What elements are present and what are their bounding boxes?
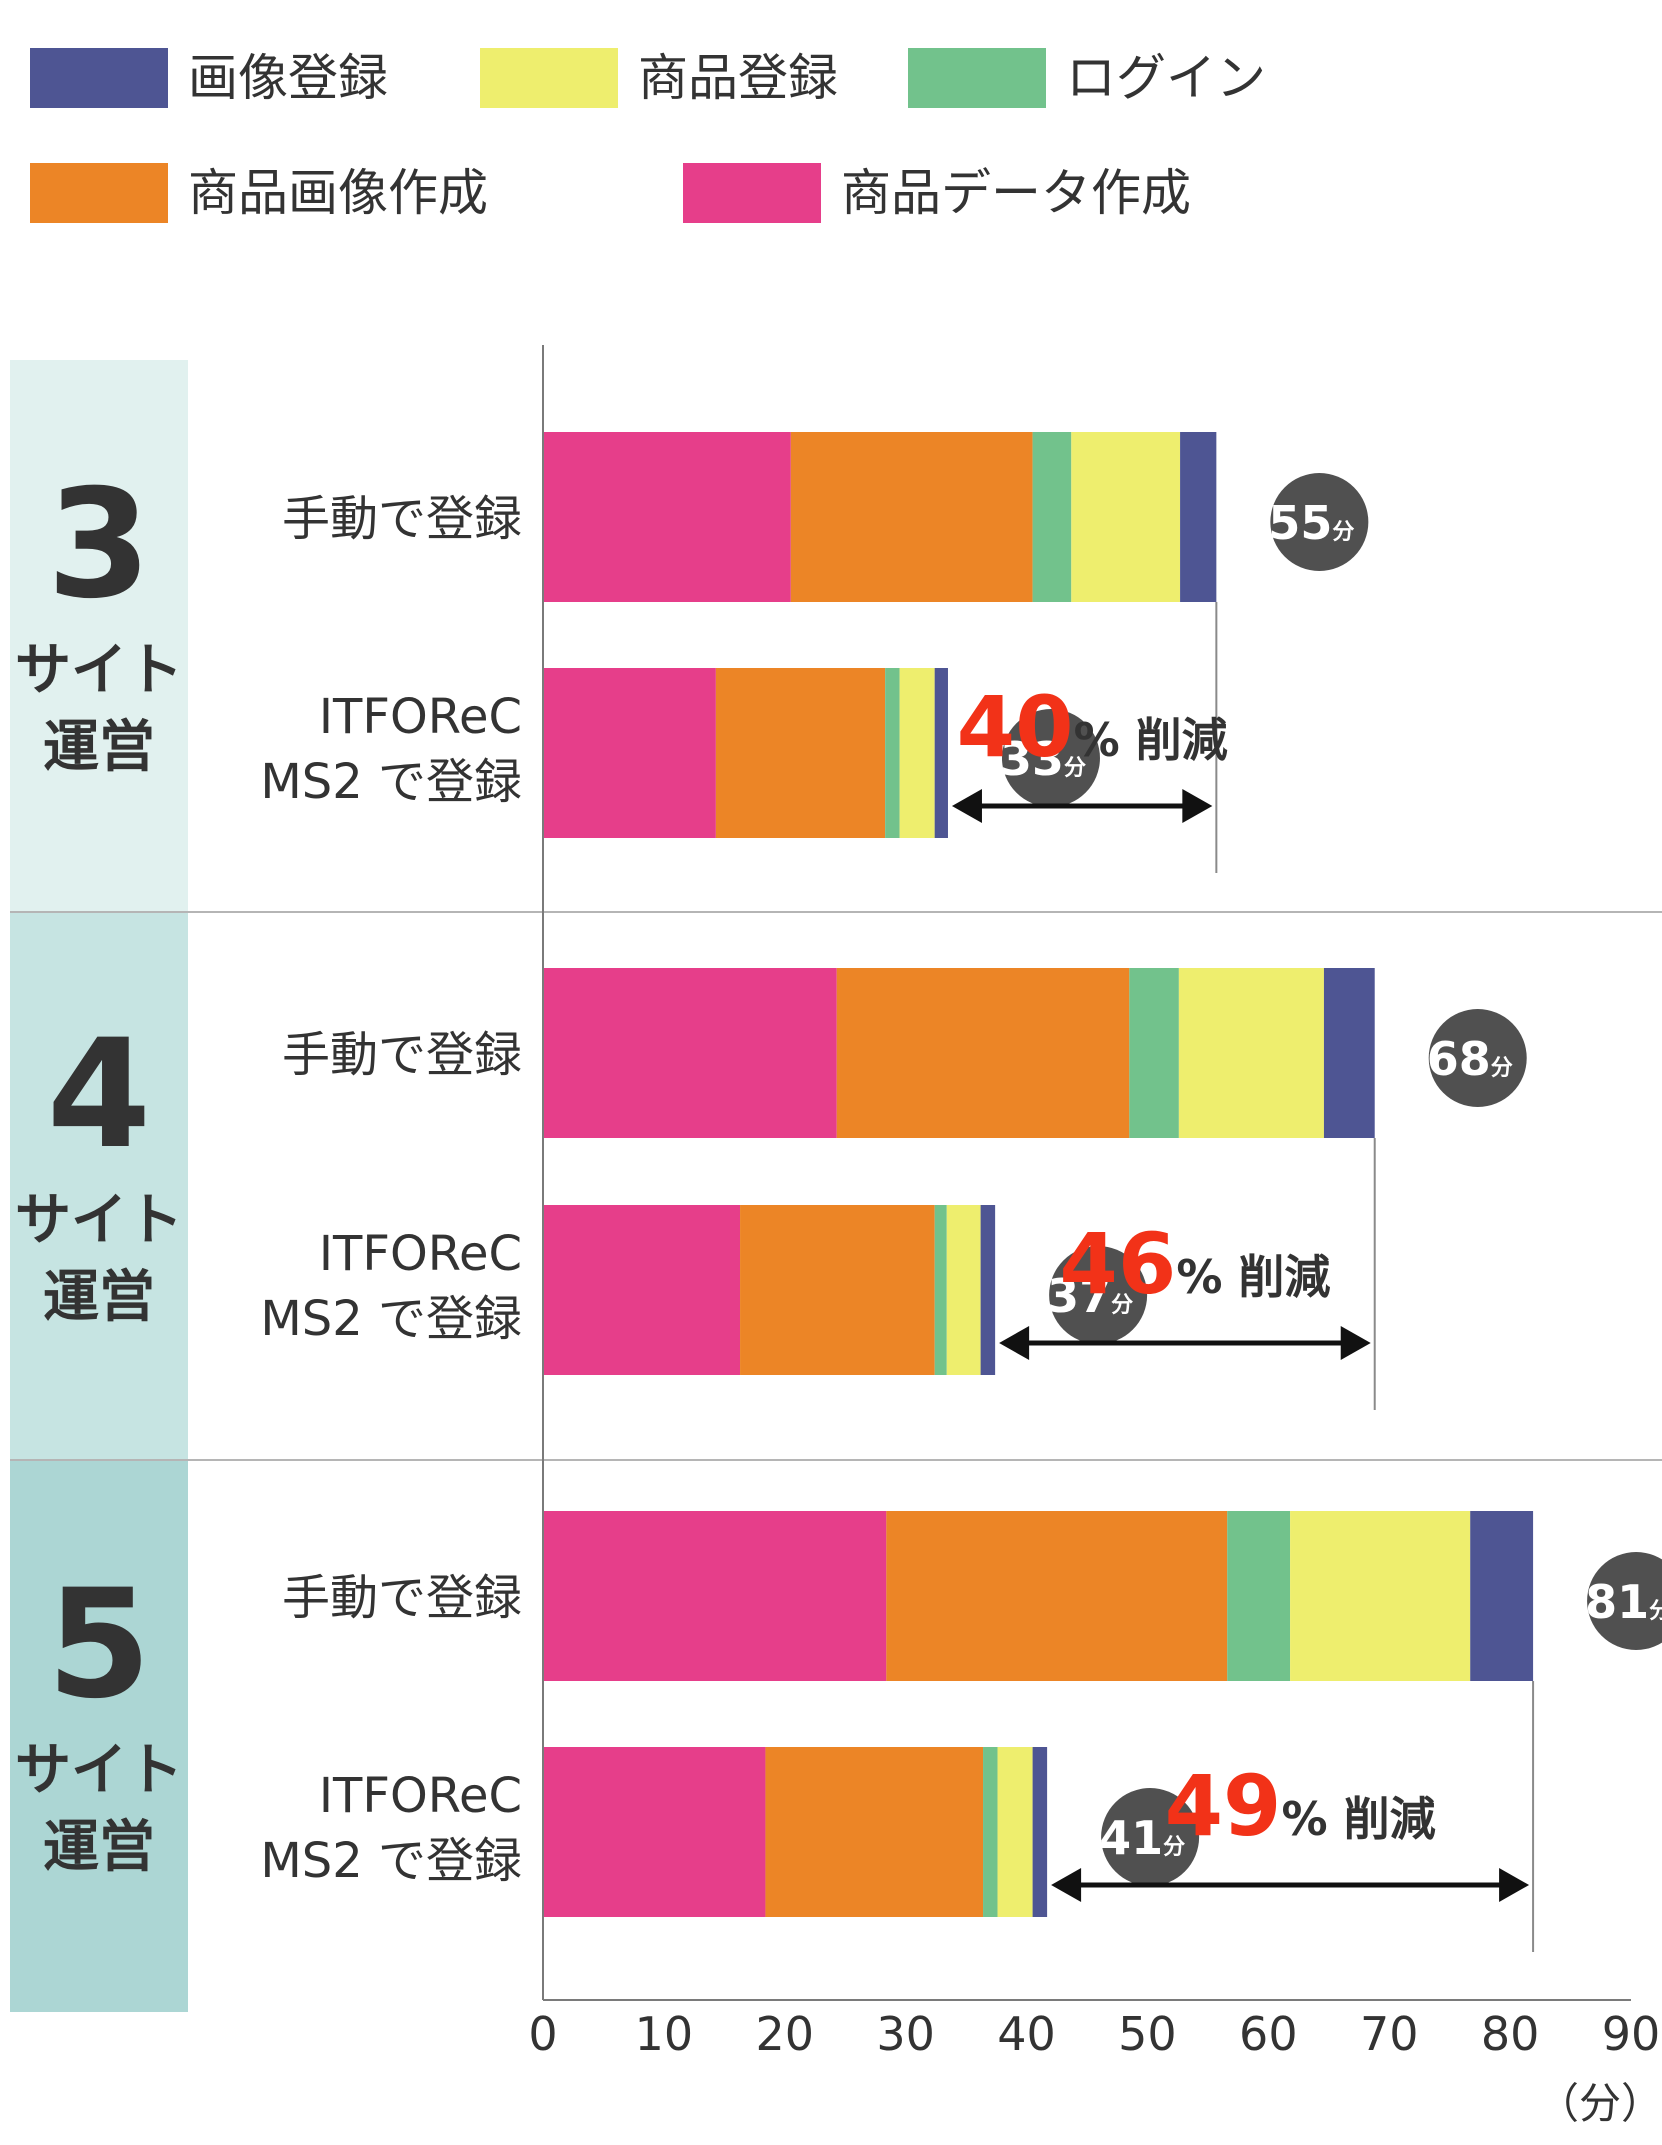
reduction-arrow-head-left: [1051, 1868, 1082, 1902]
total-badge: [1101, 1788, 1200, 1886]
x-unit-label: （分）: [1537, 2079, 1662, 2128]
bar-label-line2: MS2 で登録: [260, 754, 522, 810]
bar-segment: [1227, 1511, 1291, 1681]
legend-label: 商品データ作成: [841, 164, 1191, 222]
total-badge: [1270, 473, 1369, 571]
total-badge: [1587, 1552, 1662, 1650]
group-number: 5: [47, 1558, 151, 1732]
reduction-arrow-head-right: [1499, 1868, 1530, 1902]
reduction-label: 46% 削減: [1059, 1215, 1330, 1313]
total-badge-label: 68分: [1427, 1032, 1513, 1086]
x-tick-label: 90: [1602, 2007, 1661, 2061]
legend-label: 画像登録: [188, 49, 388, 107]
bar-segment: [934, 1205, 947, 1375]
legend-label: ログイン: [1066, 49, 1266, 107]
legend-swatch: [908, 48, 1046, 108]
bar-segment: [980, 1205, 996, 1375]
bar-segment: [790, 432, 1033, 602]
x-tick-label: 40: [997, 2007, 1056, 2061]
group-caption-line1: サイト: [15, 1188, 183, 1253]
reduction-label: 40% 削減: [957, 678, 1228, 776]
bar-segment: [543, 1205, 741, 1375]
group-caption-line2: 運営: [43, 1815, 155, 1880]
bar-segment: [543, 668, 716, 838]
total-badge-label: 41分: [1099, 1811, 1185, 1865]
bar-segment: [1470, 1511, 1534, 1681]
group-panel: [10, 1460, 188, 2012]
bar-segment: [934, 668, 948, 838]
group-caption-line1: サイト: [15, 1738, 183, 1803]
bar-segment: [740, 1205, 935, 1375]
bar-label-line1: ITFOReC: [319, 1768, 522, 1824]
total-badge: [1001, 709, 1100, 807]
group-number: 3: [47, 458, 151, 632]
total-badge-label: 37分: [1047, 1269, 1133, 1323]
legend-swatch: [30, 163, 168, 223]
x-tick-label: 80: [1481, 2007, 1540, 2061]
bar-segment: [836, 968, 1130, 1138]
bar-label: 手動で登録: [282, 1027, 522, 1083]
legend-label: 商品画像作成: [188, 164, 488, 222]
group-panel: [10, 912, 188, 1460]
x-tick-label: 10: [635, 2007, 694, 2061]
bar-label: 手動で登録: [282, 491, 522, 547]
bar-label-line1: ITFOReC: [319, 1226, 522, 1282]
bar-segment: [885, 668, 900, 838]
reduction-arrow-head-left: [951, 789, 982, 823]
x-tick-label: 30: [876, 2007, 935, 2061]
x-tick-label: 50: [1118, 2007, 1177, 2061]
legend-swatch: [683, 163, 821, 223]
bar-segment: [1129, 968, 1179, 1138]
bar-segment: [1178, 968, 1324, 1138]
group-caption-line2: 運営: [43, 715, 155, 780]
x-tick-label: 0: [528, 2007, 557, 2061]
bar-label-line2: MS2 で登録: [260, 1291, 522, 1347]
bar-segment: [1180, 432, 1217, 602]
bar-segment: [765, 1747, 984, 1917]
bar-segment: [1032, 1747, 1048, 1917]
bar-segment: [886, 1511, 1228, 1681]
total-badge-label: 81分: [1585, 1575, 1662, 1629]
bar-label-line1: ITFOReC: [319, 689, 522, 745]
x-tick-label: 20: [756, 2007, 815, 2061]
bar-label: 手動で登録: [282, 1570, 522, 1626]
legend-swatch: [480, 48, 618, 108]
bar-segment: [543, 1747, 766, 1917]
bar-segment: [1323, 968, 1375, 1138]
group-panel: [10, 360, 188, 912]
group-caption-line2: 運営: [43, 1265, 155, 1330]
total-badge-label: 33分: [1000, 732, 1086, 786]
legend-label: 商品登録: [638, 49, 838, 107]
bar-segment: [899, 668, 935, 838]
bar-segment: [715, 668, 886, 838]
total-badge: [1428, 1009, 1527, 1107]
reduction-arrow-head-left: [999, 1326, 1030, 1360]
bar-segment: [983, 1747, 998, 1917]
total-badge-label: 55分: [1268, 496, 1354, 550]
bar-label-line2: MS2 で登録: [260, 1833, 522, 1889]
total-badge: [1049, 1246, 1148, 1344]
bar-segment: [946, 1205, 981, 1375]
x-tick-label: 60: [1239, 2007, 1298, 2061]
x-tick-label: 70: [1360, 2007, 1419, 2061]
bar-segment: [1071, 432, 1181, 602]
reduction-arrow-head-right: [1340, 1326, 1371, 1360]
x-axis: 0 10 20 30 40 50 60 70 80 90 （分）: [528, 345, 1662, 2128]
bar-segment: [1032, 432, 1072, 602]
group-caption-line1: サイト: [15, 638, 183, 703]
bar-segment: [543, 968, 837, 1138]
reduction-label: 49% 削減: [1165, 1757, 1436, 1855]
bar-segment: [1290, 1511, 1471, 1681]
bar-segment: [543, 432, 791, 602]
group-number: 4: [47, 1008, 151, 1182]
legend-swatch: [30, 48, 168, 108]
bar-segment: [997, 1747, 1033, 1917]
bar-segment: [543, 1511, 887, 1681]
reduction-arrow-head-right: [1182, 789, 1213, 823]
